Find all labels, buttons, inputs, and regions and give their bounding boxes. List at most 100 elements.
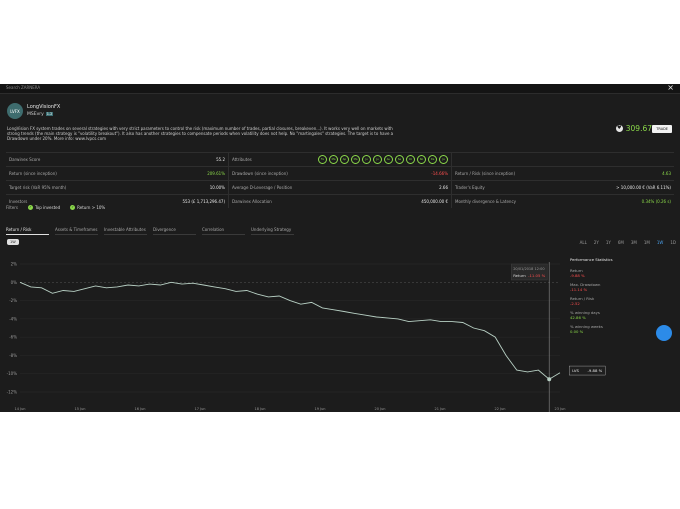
metric-label: Return / Risk (since inception): [455, 171, 516, 176]
metric-label: Darwinex Score: [9, 157, 41, 162]
x-tick-label: 23 Jun: [554, 407, 565, 411]
stat-value: -11.14 %: [570, 287, 588, 292]
metric-value: 4.63: [662, 171, 671, 176]
tab[interactable]: Divergence: [153, 227, 196, 235]
metrics-row: Investors 553 (£ 1,713,296.47) Darwinex Al…: [6, 194, 674, 208]
metric-label: Return (since inception): [9, 171, 57, 176]
tab[interactable]: Assets & Timeframes: [55, 227, 98, 235]
filters-bar: Filters ✓ Top invested ✓ Return > 10%: [6, 205, 105, 210]
strategy-name: LongVisionFX: [27, 104, 61, 110]
month-badge[interactable]: Ma: [351, 155, 360, 164]
period-option[interactable]: 1W: [656, 240, 664, 245]
month-badge[interactable]: Ju: [362, 155, 371, 164]
metric-label: Trader's Equity: [455, 185, 485, 190]
close-icon[interactable]: ×: [667, 84, 674, 92]
period-option[interactable]: 1M: [643, 240, 650, 245]
metric-label: Darwinex Allocation: [232, 199, 272, 204]
top-bar: Search ZARNERA ×: [0, 84, 680, 94]
metric-cell: Darwinex Allocation 450,000.00 €: [229, 195, 452, 208]
metric-value: > 10,000.00 € (VaR 6.11%): [616, 185, 671, 190]
author-badge: 1.2: [45, 112, 54, 116]
metric-value: 553 (£ 1,713,296.47): [182, 199, 225, 204]
metrics-row: Target risk (VaR 95% month) 10.00% Average…: [6, 180, 674, 194]
month-badge[interactable]: Ap: [340, 155, 349, 164]
period-option[interactable]: 3M: [630, 240, 637, 245]
period-option[interactable]: 6M: [617, 240, 624, 245]
metric-cell: Darwinex Score 55.2: [6, 153, 229, 166]
return-chart: 2% 0% -2% -4% -6% -8% -10% -12% 14 Jun 15 Jun 16 J…: [7, 262, 606, 412]
period-option[interactable]: ALL: [579, 240, 587, 245]
month-badge[interactable]: Oc: [406, 155, 415, 164]
tab[interactable]: Return / Risk: [6, 227, 49, 235]
stat-label: % winning weeks: [570, 324, 603, 329]
strategy-author[interactable]: MSEvry 1.2: [27, 112, 54, 117]
metric-cell: [452, 153, 674, 166]
x-tick-label: 18 Jun: [254, 407, 265, 411]
trade-button[interactable]: TRADE: [652, 125, 672, 133]
tab[interactable]: Correlation: [202, 227, 245, 235]
x-tick-label: 15 Jun: [74, 407, 85, 411]
month-badge[interactable]: Ma: [329, 155, 338, 164]
month-badge[interactable]: Se: [395, 155, 404, 164]
period-option[interactable]: 1Y: [605, 240, 611, 245]
stat-label: Max. Drawdown: [570, 282, 601, 287]
metric-cell: Investors 553 (£ 1,713,296.47): [6, 195, 229, 208]
metric-cell: Return (since inception) 209.61%: [6, 167, 229, 180]
filter-chip-return[interactable]: ✓ Return > 10%: [70, 205, 105, 210]
stat-label: Return: [570, 268, 583, 273]
metric-label: Target risk (VaR 95% month): [9, 185, 67, 190]
help-button[interactable]: [656, 325, 672, 341]
series-tooltip: [569, 365, 606, 376]
metric-cell: Monthly divergence & Latency 0.34% (0.26 …: [452, 195, 674, 208]
month-badge[interactable]: Au: [384, 155, 393, 164]
metric-value: 450,000.00 €: [421, 199, 448, 204]
metrics-grid: Darwinex Score 55.2 Attributes Fe Ma Ap Ma Ju Ju…: [6, 152, 674, 208]
month-badge[interactable]: Ju: [373, 155, 382, 164]
stat-value: 42.86 %: [570, 315, 586, 320]
period-selector: ALL 2Y 1Y 6M 3M 1M 1W 1D: [580, 240, 676, 245]
metrics-row: Darwinex Score 55.2 Attributes Fe Ma Ap Ma Ju Ju…: [6, 152, 674, 166]
metric-cell: Target risk (VaR 95% month) 10.00%: [6, 181, 229, 194]
stat-item: % winning weeks 0.00 %: [570, 324, 674, 334]
filters-label: Filters: [6, 205, 18, 210]
check-icon: ✓: [70, 205, 76, 210]
crosshair-box: [511, 263, 548, 281]
month-badge[interactable]: Ja: [439, 155, 448, 164]
strategy-score: 309.67: [625, 124, 652, 133]
search-input[interactable]: Search ZARNERA: [6, 85, 41, 90]
tab[interactable]: Investable Attributes: [104, 227, 147, 235]
metric-value: 209.61%: [207, 171, 225, 176]
period-option[interactable]: 1D: [670, 240, 676, 245]
tab[interactable]: Underlying Strategy: [251, 227, 294, 235]
crosshair-label: Return: [513, 273, 526, 278]
metric-cell: Attributes Fe Ma Ap Ma Ju Ju Au Se Oc No De Ja: [229, 153, 452, 166]
stat-value: -2.52: [570, 301, 580, 306]
crosshair-value: -11.05 %: [528, 273, 545, 278]
stat-label: Return / Risk: [570, 296, 595, 301]
heart-icon[interactable]: ♥: [615, 125, 623, 132]
chart-toggle[interactable]: 1W: [7, 239, 19, 245]
stat-item: % winning days 42.86 %: [570, 310, 674, 320]
strategy-window: Search ZARNERA × LVFX LongVisionFX MSEvr…: [0, 84, 680, 412]
avatar: LVFX: [7, 103, 23, 119]
y-tick-label: -4%: [9, 316, 17, 321]
series-line: [19, 281, 561, 380]
month-badge[interactable]: Fe: [318, 155, 327, 164]
filter-chip-top-invested[interactable]: ✓ Top invested: [28, 205, 60, 210]
month-badge[interactable]: No: [417, 155, 426, 164]
period-option[interactable]: 2Y: [593, 240, 599, 245]
x-tick-label: 22 Jun: [494, 407, 505, 411]
month-badges: Fe Ma Ap Ma Ju Ju Au Se Oc No De Ja: [318, 155, 448, 164]
tooltip-value: -9.88 %: [588, 368, 603, 373]
crosshair-date: 20/01/2018 12:00: [513, 267, 544, 271]
metric-value: 2.66: [439, 185, 448, 190]
filter-chip-label: Return > 10%: [77, 205, 106, 210]
y-tick-label: -6%: [9, 335, 17, 340]
author-name: MSEvry: [27, 112, 44, 117]
metric-label: Attributes: [232, 157, 252, 162]
y-tick-label: -12%: [7, 390, 18, 395]
metric-cell: Return / Risk (since inception) 4.63: [452, 167, 674, 180]
month-badge[interactable]: De: [428, 155, 437, 164]
hover-point: [547, 377, 552, 382]
metric-value: 10.00%: [209, 185, 225, 190]
